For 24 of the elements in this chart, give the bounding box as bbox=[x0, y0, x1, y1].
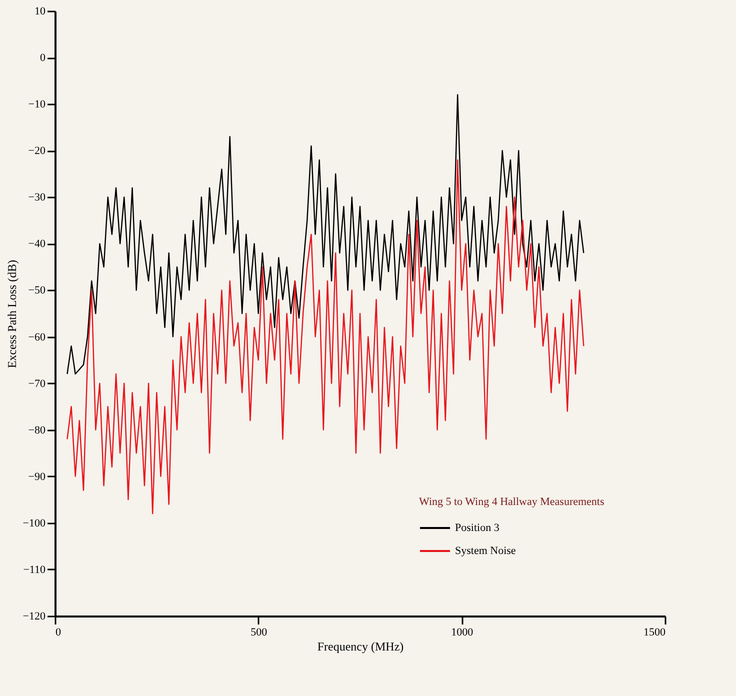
x-tick-label: 500 bbox=[250, 626, 268, 638]
legend-title: Wing 5 to Wing 4 Hallway Measurements bbox=[419, 496, 604, 508]
y-tick-label: −100 bbox=[22, 517, 46, 530]
x-axis-title: Frequency (MHz) bbox=[317, 640, 404, 654]
x-tick-label: 1500 bbox=[644, 626, 666, 638]
x-tick-label: 0 bbox=[56, 626, 62, 638]
legend-label: System Noise bbox=[455, 545, 516, 557]
y-tick-label: −40 bbox=[28, 238, 46, 250]
y-tick-label: −20 bbox=[28, 145, 46, 158]
y-tick-label: −70 bbox=[28, 378, 46, 390]
line-series bbox=[66, 94, 584, 375]
y-tick-label: 10 bbox=[34, 6, 46, 18]
y-tick-label: −80 bbox=[28, 424, 46, 436]
y-tick-label: −10 bbox=[28, 98, 46, 111]
y-tick-label: −90 bbox=[28, 470, 46, 483]
y-tick-label: −30 bbox=[28, 192, 46, 204]
legend-label: Position 3 bbox=[455, 522, 500, 534]
y-tick-label: −110 bbox=[23, 564, 46, 576]
y-axis-title: Excess Path Loss (dB) bbox=[4, 260, 19, 368]
y-tick-label: 0 bbox=[40, 52, 46, 64]
y-tick-label: −50 bbox=[28, 284, 46, 297]
y-tick-label: −60 bbox=[28, 331, 46, 344]
x-tick-label: 1000 bbox=[451, 626, 474, 638]
y-tick-label: −120 bbox=[22, 610, 46, 622]
